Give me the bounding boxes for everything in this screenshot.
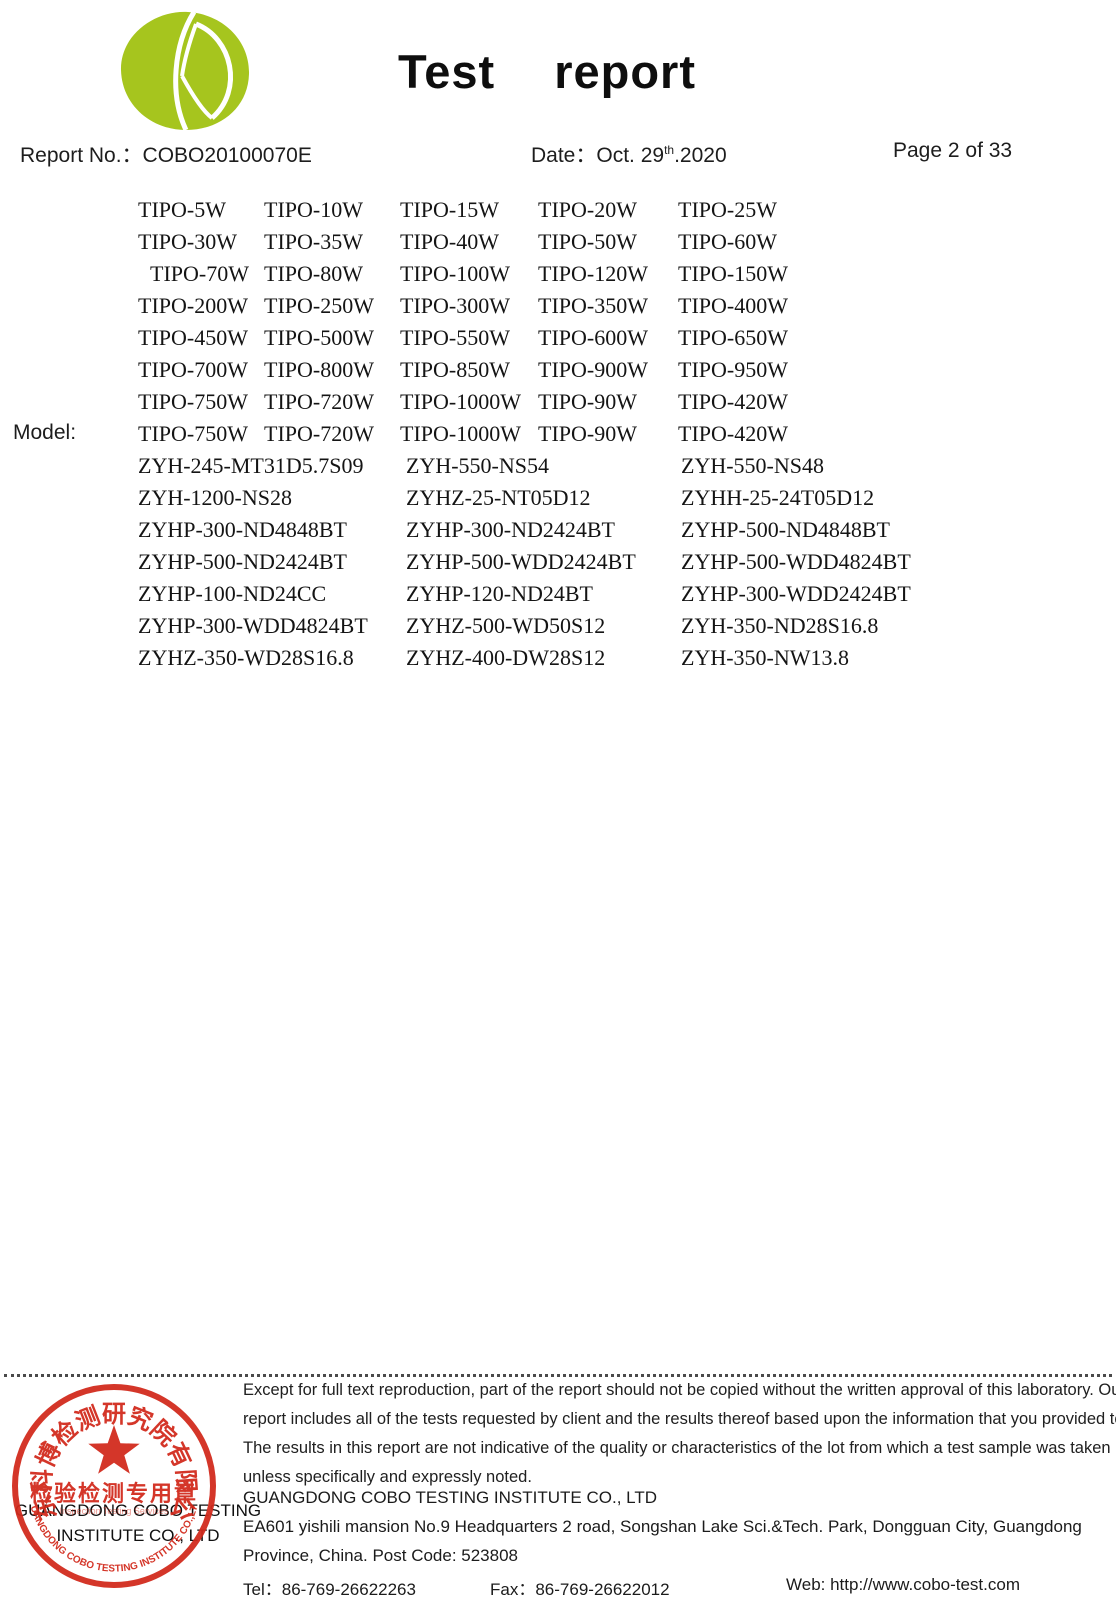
model-cell: TIPO-600W [538,325,648,350]
model-cell: TIPO-30W [138,229,237,254]
model-cell: TIPO-720W [264,389,374,414]
address-line: Province, China. Post Code: 523808 [243,1546,519,1565]
model-cell: TIPO-700W [138,357,248,382]
model-cell: TIPO-35W [264,229,363,254]
disclaimer-line: The results in this report are not indic… [243,1439,1111,1457]
report-date-year: .2020 [674,144,727,167]
model-cell: ZYHP-500-ND2424BT [138,549,347,574]
fax-label: Fax： [490,1580,536,1599]
model-cell: TIPO-15W [400,197,499,222]
model-cell: ZYHP-500-WDD2424BT [406,549,636,574]
model-cell: ZYHP-100-ND24CC [138,581,327,606]
report-number-label: Report No.： [20,144,143,167]
model-cell: ZYHP-300-ND4848BT [138,517,347,542]
address-line: EA601 yishili mansion No.9 Headquarters … [243,1517,1082,1536]
report-number-value: COBO20100070E [142,144,312,167]
model-cell: TIPO-40W [400,229,499,254]
telephone: Tel：86-769-26622263 [243,1575,416,1599]
fax: Fax：86-769-26622012 [490,1575,670,1599]
model-cell: TIPO-400W [678,293,788,318]
model-cell: TIPO-70W [150,261,249,286]
model-cell: ZYHH-25-24T05D12 [681,485,875,510]
stamp-seal-subtext: Inspection Testing Services [60,1506,169,1516]
model-cell: TIPO-50W [538,229,637,254]
model-cell: ZYHZ-400-DW28S12 [406,645,606,670]
model-cell: TIPO-800W [264,357,374,382]
model-cell: TIPO-200W [138,293,248,318]
model-cell: TIPO-500W [264,325,374,350]
model-cell: ZYH-245-MT31D5.7S09 [138,453,364,478]
company-stamp-seal: 广东科博检测研究院有限公司 检验检测专用章 Inspection Testing… [8,1380,216,1588]
model-cell: TIPO-420W [678,421,788,446]
model-cell: TIPO-420W [678,389,788,414]
model-cell: TIPO-5W [138,197,226,222]
report-number: Report No.：COBO20100070E [20,139,312,169]
model-cell: TIPO-90W [538,421,637,446]
model-cell: TIPO-450W [138,325,248,350]
tel-label: Tel： [243,1580,282,1599]
model-cell: TIPO-750W [138,421,248,446]
model-cell: ZYH-550-NS54 [406,453,549,478]
model-cell: TIPO-650W [678,325,788,350]
model-cell: ZYHP-500-ND4848BT [681,517,890,542]
model-cell: ZYHZ-25-NT05D12 [406,485,591,510]
model-cell: ZYH-350-NW13.8 [681,645,850,670]
disclaimer-line: Except for full text reproduction, part … [243,1381,1116,1399]
stamp-seal-text-cn: 检验检测专用章 [30,1481,198,1506]
model-cell: TIPO-850W [400,357,510,382]
stamp-star-icon [88,1425,140,1474]
model-field-label: Model: [13,421,77,444]
page-title: Test report [398,45,696,98]
stamp-ring [12,1384,216,1588]
model-cell: TIPO-300W [400,293,510,318]
model-cell: ZYHP-500-WDD4824BT [681,549,911,574]
model-cell: TIPO-100W [400,261,510,286]
disclaimer-line: report includes all of the tests request… [243,1410,1116,1428]
model-cell: ZYH-550-NS48 [681,453,824,478]
model-cell: TIPO-25W [678,197,777,222]
model-cell: TIPO-20W [538,197,637,222]
company-name: GUANGDONG COBO TESTING INSTITUTE CO., LT… [243,1488,658,1507]
model-cell: ZYHP-300-WDD4824BT [138,613,368,638]
tel-value: 86-769-26622263 [281,1580,416,1599]
fax-value: 86-769-26622012 [535,1580,670,1599]
model-cell: TIPO-90W [538,389,637,414]
stamp-underlay-company-line2: INSTITUTE CO., LTD [56,1526,220,1545]
model-cell: TIPO-250W [264,293,374,318]
model-cell: TIPO-80W [264,261,363,286]
website: Web: http://www.cobo-test.com [786,1575,1020,1595]
web-label: Web: [786,1575,831,1594]
model-cell: ZYHP-300-WDD2424BT [681,581,911,606]
model-cell: TIPO-150W [678,261,788,286]
model-cell: TIPO-720W [264,421,374,446]
model-cell: TIPO-120W [538,261,648,286]
report-date-main: Oct. 29 [596,144,665,167]
stamp-underlay-company-line1: GUANGDONG COBO TESTING [14,1501,262,1520]
web-value: http://www.cobo-test.com [830,1575,1020,1594]
model-cell: TIPO-1000W [400,421,521,446]
model-cell: TIPO-900W [538,357,648,382]
model-cell: ZYHZ-350-WD28S16.8 [138,645,354,670]
page-indicator: Page 2 of 33 [893,139,1013,162]
model-cell: TIPO-550W [400,325,510,350]
model-cell: TIPO-10W [264,197,363,222]
model-cell: ZYHZ-500-WD50S12 [406,613,606,638]
model-cell: ZYH-1200-NS28 [138,485,292,510]
model-cell: TIPO-60W [678,229,777,254]
disclaimer-line: unless specifically and expressly noted. [243,1468,532,1486]
company-logo-icon [120,10,250,132]
model-cell: TIPO-950W [678,357,788,382]
model-cell: ZYHP-120-ND24BT [406,581,593,606]
report-date-label: Date： [531,144,597,167]
report-date: Date：Oct. 29th.2020 [531,139,727,169]
model-cell: ZYHP-300-ND2424BT [406,517,615,542]
footer-divider [4,1374,1112,1377]
model-cell: TIPO-1000W [400,389,521,414]
model-cell: ZYH-350-ND28S16.8 [681,613,879,638]
model-cell: TIPO-750W [138,389,248,414]
report-date-ordinal: th [664,143,675,157]
model-cell: TIPO-350W [538,293,648,318]
